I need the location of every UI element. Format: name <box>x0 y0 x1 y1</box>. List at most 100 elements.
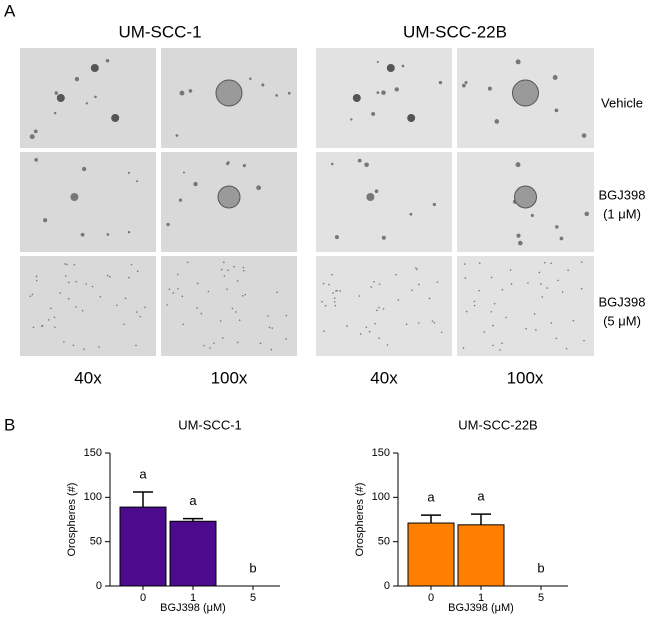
x-tick-label: 5 <box>538 592 544 604</box>
cell <box>505 316 507 319</box>
cell <box>555 225 559 229</box>
cell <box>54 91 59 95</box>
cell <box>83 348 85 350</box>
cell <box>98 346 100 348</box>
x-tick-label: 0 <box>140 592 146 604</box>
y-tick-label: 100 <box>372 491 390 503</box>
magnification: 100x <box>507 368 544 387</box>
cell <box>136 311 138 313</box>
cell <box>66 263 68 266</box>
cell <box>565 347 568 350</box>
row-label: (5 μM) <box>603 313 641 328</box>
cell <box>261 83 265 87</box>
cell <box>236 341 239 344</box>
column-header: UM-SCC-22B <box>403 22 507 41</box>
cell <box>322 282 325 285</box>
cell <box>401 64 405 68</box>
sphere <box>386 64 395 72</box>
panel-label: A <box>4 1 16 20</box>
cell <box>182 323 185 326</box>
cell <box>35 279 38 282</box>
cell <box>581 133 587 138</box>
cell <box>535 329 537 331</box>
cell <box>381 90 386 95</box>
cell <box>324 304 327 307</box>
cell <box>373 280 375 283</box>
cell <box>275 94 278 97</box>
cell <box>567 269 569 272</box>
cell <box>530 213 534 217</box>
micrograph-bg <box>457 256 594 356</box>
cell <box>243 269 245 272</box>
x-axis-label: BGJ398 (μM) <box>160 602 226 614</box>
cell <box>136 270 139 273</box>
chart-title: UM-SCC-1 <box>178 417 242 432</box>
cell <box>270 348 273 351</box>
cell <box>395 273 397 276</box>
cell <box>193 181 198 187</box>
cell <box>242 163 246 168</box>
cell <box>339 290 342 292</box>
sphere <box>215 79 243 107</box>
cell <box>364 162 369 168</box>
cell <box>584 211 589 217</box>
bar <box>457 524 505 587</box>
cell <box>461 83 466 88</box>
cell <box>175 134 179 137</box>
cell <box>527 282 529 284</box>
cell <box>172 292 175 294</box>
cell <box>323 330 325 332</box>
micrograph <box>161 152 297 252</box>
micrograph <box>457 152 594 252</box>
cell <box>64 275 67 277</box>
cell <box>178 198 183 202</box>
cell <box>33 129 38 134</box>
cell <box>540 283 542 285</box>
micrograph <box>161 256 297 356</box>
cell <box>123 323 125 326</box>
bar <box>119 506 167 587</box>
cell <box>376 91 380 95</box>
cell <box>381 235 386 240</box>
cell <box>328 283 330 286</box>
cell <box>371 111 376 116</box>
y-tick-label: 50 <box>378 536 390 548</box>
y-tick-label: 150 <box>84 447 102 459</box>
cell <box>223 274 226 277</box>
cell <box>464 277 467 279</box>
cell <box>394 87 399 92</box>
cell <box>43 218 48 223</box>
cell <box>334 304 337 307</box>
cell <box>494 119 500 124</box>
cell <box>431 320 434 322</box>
cell <box>32 326 35 329</box>
cell <box>492 324 494 327</box>
micrograph <box>316 256 452 356</box>
cell <box>517 240 523 246</box>
x-axis-label: BGJ398 (μM) <box>448 602 514 614</box>
cell <box>106 274 109 277</box>
cell <box>109 276 111 278</box>
cell <box>166 304 168 306</box>
cell <box>75 306 77 308</box>
cell <box>116 304 118 307</box>
cell <box>463 263 466 265</box>
cell <box>533 313 536 315</box>
cell <box>546 287 549 289</box>
y-tick-label: 150 <box>372 447 390 459</box>
cell <box>74 76 80 82</box>
bar <box>169 520 217 587</box>
cell <box>203 344 205 347</box>
cell <box>91 285 94 288</box>
cell <box>405 323 408 326</box>
row-label: Vehicle <box>601 95 643 110</box>
cell <box>221 337 224 339</box>
cell <box>64 263 66 265</box>
cell <box>219 320 222 322</box>
cell <box>41 324 44 327</box>
cell <box>242 266 245 269</box>
cell <box>285 314 288 317</box>
cell <box>127 171 131 174</box>
cell <box>501 288 504 291</box>
